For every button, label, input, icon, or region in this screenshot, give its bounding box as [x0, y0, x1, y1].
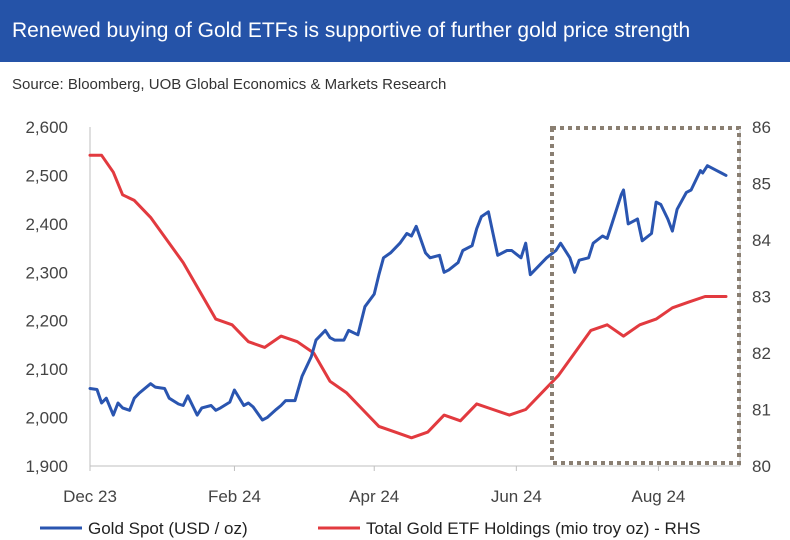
y-left-tick-label: 2,200	[25, 312, 68, 331]
legend: Gold Spot (USD / oz) Total Gold ETF Hold…	[40, 519, 700, 538]
y-right-tick-label: 82	[752, 344, 771, 363]
x-tick-label: Aug 24	[632, 487, 686, 506]
y-left-tick-label: 2,400	[25, 215, 68, 234]
y-left-tick-label: 2,100	[25, 360, 68, 379]
chart-title: Renewed buying of Gold ETFs is supportiv…	[12, 19, 691, 42]
y-left-tick-label: 2,300	[25, 263, 68, 282]
y-right-tick-label: 80	[752, 457, 771, 476]
y-left-tick-label: 2,000	[25, 409, 68, 428]
y-right-tick-label: 81	[752, 401, 771, 420]
highlight-box	[550, 126, 741, 465]
x-tick-label: Apr 24	[349, 487, 399, 506]
y-right-tick-label: 83	[752, 288, 771, 307]
legend-label-gold-spot: Gold Spot (USD / oz)	[88, 519, 248, 538]
gold-spot-line	[88, 164, 728, 422]
y-left-tick-label: 2,500	[25, 166, 68, 185]
source-note: Source: Bloomberg, UOB Global Economics …	[12, 76, 447, 93]
x-tick-label: Jun 24	[491, 487, 542, 506]
y-left-tick-label: 2,600	[25, 118, 68, 137]
x-tick-label: Feb 24	[208, 487, 261, 506]
y-right-tick-label: 84	[752, 231, 771, 250]
y-right-tick-label: 85	[752, 175, 771, 194]
y-right-tick-label: 86	[752, 118, 771, 137]
legend-label-etf: Total Gold ETF Holdings (mio troy oz) - …	[366, 519, 700, 538]
etf-holdings-line	[88, 153, 728, 440]
chart-title-banner: Renewed buying of Gold ETFs is supportiv…	[0, 0, 790, 62]
y-left-tick-label: 1,900	[25, 457, 68, 476]
x-tick-label: Dec 23	[63, 487, 117, 506]
